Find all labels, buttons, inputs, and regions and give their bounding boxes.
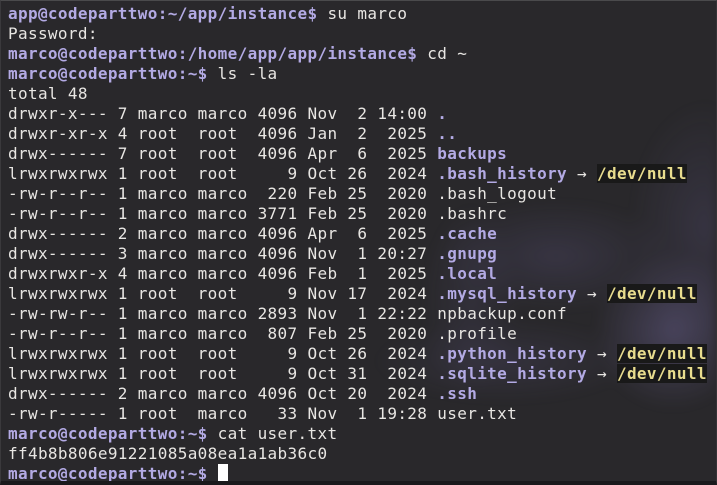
terminal-text: → bbox=[567, 164, 597, 183]
terminal-line: lrwxrwxrwx 1 root root 9 Oct 31 2024 .sq… bbox=[8, 364, 716, 384]
file-name: .gnupg bbox=[437, 244, 498, 263]
terminal-text: → bbox=[587, 364, 617, 383]
file-name: backups bbox=[437, 144, 508, 163]
file-name: . bbox=[437, 104, 448, 123]
terminal-line: drwxrwxr-x 4 marco marco 4096 Feb 1 2025… bbox=[8, 264, 716, 284]
terminal-text: lrwxrwxrwx 1 root root 9 Oct 26 2024 bbox=[8, 344, 438, 363]
terminal-line: marco@codeparttwo:~$ bbox=[8, 464, 716, 483]
terminal-text: -rw-rw-r-- 1 marco marco 2893 Nov 1 22:2… bbox=[8, 304, 568, 323]
terminal-line: -rw-rw-r-- 1 marco marco 2893 Nov 1 22:2… bbox=[8, 304, 716, 324]
terminal-text: drwxr-xr-x 4 root root 4096 Jan 2 2025 bbox=[8, 124, 438, 143]
terminal-text: drwx------ 2 marco marco 4096 Apr 6 2025 bbox=[8, 224, 438, 243]
symlink-name: .mysql_history bbox=[437, 284, 578, 303]
terminal-text: lrwxrwxrwx 1 root root 9 Nov 17 2024 bbox=[8, 284, 438, 303]
terminal-text: lrwxrwxrwx 1 root root 9 Oct 31 2024 bbox=[8, 364, 438, 383]
terminal-line: total 48 bbox=[8, 84, 716, 104]
terminal-text: cd ~ bbox=[417, 44, 468, 63]
file-name: .ssh bbox=[437, 384, 478, 403]
terminal-text: → bbox=[587, 344, 617, 363]
terminal-text bbox=[208, 464, 218, 481]
file-name: .cache bbox=[437, 224, 498, 243]
terminal-line: marco@codeparttwo:~$ cat user.txt bbox=[8, 424, 716, 444]
shell-prompt: marco@codeparttwo:~$ bbox=[8, 424, 208, 443]
terminal-line: -rw-r--r-- 1 marco marco 3771 Feb 25 202… bbox=[8, 204, 716, 224]
terminal-text: -rw-r--r-- 1 marco marco 807 Feb 25 2020… bbox=[8, 324, 518, 343]
terminal-text: lrwxrwxrwx 1 root root 9 Oct 26 2024 bbox=[8, 164, 438, 183]
terminal-text: cat user.txt bbox=[207, 424, 338, 443]
terminal-text: drwxr-x--- 7 marco marco 4096 Nov 2 14:0… bbox=[8, 104, 438, 123]
terminal-text: drwx------ 2 marco marco 4096 Oct 20 202… bbox=[8, 384, 438, 403]
terminal-line: drwx------ 7 root root 4096 Apr 6 2025 b… bbox=[8, 144, 716, 164]
terminal-line: -rw-r--r-- 1 marco marco 220 Feb 25 2020… bbox=[8, 184, 716, 204]
shell-prompt: marco@codeparttwo:~$ bbox=[8, 464, 208, 483]
terminal-line: -rw-r----- 1 root marco 33 Nov 1 19:28 u… bbox=[8, 404, 716, 424]
terminal-text: Password: bbox=[8, 24, 98, 43]
terminal-cursor bbox=[217, 464, 228, 481]
terminal-text: su marco bbox=[317, 4, 408, 23]
terminal-text: drwx------ 3 marco marco 4096 Nov 1 20:2… bbox=[8, 244, 438, 263]
terminal-line: ff4b8b806e91221085a08ea1a1ab36c0 bbox=[8, 444, 716, 464]
terminal-line: lrwxrwxrwx 1 root root 9 Oct 26 2024 .ba… bbox=[8, 164, 716, 184]
terminal-text: -rw-r----- 1 root marco 33 Nov 1 19:28 u… bbox=[8, 404, 518, 423]
symlink-name: .bash_history bbox=[437, 164, 568, 183]
shell-prompt: marco@codeparttwo:~$ bbox=[8, 64, 208, 83]
terminal-line: lrwxrwxrwx 1 root root 9 Nov 17 2024 .my… bbox=[8, 284, 716, 304]
terminal-line: -rw-r--r-- 1 marco marco 807 Feb 25 2020… bbox=[8, 324, 716, 344]
symlink-name: .sqlite_history bbox=[437, 364, 588, 383]
terminal-text: drwxrwxr-x 4 marco marco 4096 Feb 1 2025 bbox=[8, 264, 438, 283]
shell-prompt: app@codeparttwo:~/app/instance$ bbox=[8, 4, 318, 23]
symlink-name: .python_history bbox=[437, 344, 588, 363]
terminal-text: ff4b8b806e91221085a08ea1a1ab36c0 bbox=[8, 444, 328, 463]
symlink-target: /dev/null bbox=[616, 364, 707, 383]
terminal-text: drwx------ 7 root root 4096 Apr 6 2025 bbox=[8, 144, 438, 163]
file-name: .. bbox=[437, 124, 458, 143]
terminal-line: drwx------ 2 marco marco 4096 Apr 6 2025… bbox=[8, 224, 716, 244]
file-name: .local bbox=[437, 264, 498, 283]
symlink-target: /dev/null bbox=[597, 164, 687, 183]
terminal-text: -rw-r--r-- 1 marco marco 220 Feb 25 2020… bbox=[8, 184, 558, 203]
symlink-target: /dev/null bbox=[616, 344, 707, 363]
terminal-line: marco@codeparttwo:~$ ls -la bbox=[8, 64, 716, 84]
terminal-line: drwx------ 2 marco marco 4096 Oct 20 202… bbox=[8, 384, 716, 404]
terminal-text: -rw-r--r-- 1 marco marco 3771 Feb 25 202… bbox=[8, 204, 508, 223]
terminal-line: drwx------ 3 marco marco 4096 Nov 1 20:2… bbox=[8, 244, 716, 264]
terminal-text: total 48 bbox=[8, 84, 88, 103]
terminal-text: → bbox=[577, 284, 607, 303]
terminal-line: app@codeparttwo:~/app/instance$ su marco bbox=[8, 4, 716, 24]
symlink-target: /dev/null bbox=[606, 284, 697, 303]
terminal-line: Password: bbox=[8, 24, 716, 44]
terminal-line: drwxr-xr-x 4 root root 4096 Jan 2 2025 .… bbox=[8, 124, 716, 144]
terminal-line: lrwxrwxrwx 1 root root 9 Oct 26 2024 .py… bbox=[8, 344, 716, 364]
terminal-line: marco@codeparttwo:/home/app/app/instance… bbox=[8, 44, 716, 64]
terminal-line: drwxr-x--- 7 marco marco 4096 Nov 2 14:0… bbox=[8, 104, 716, 124]
shell-prompt: marco@codeparttwo:/home/app/app/instance… bbox=[8, 44, 418, 63]
terminal-text: ls -la bbox=[207, 64, 278, 83]
